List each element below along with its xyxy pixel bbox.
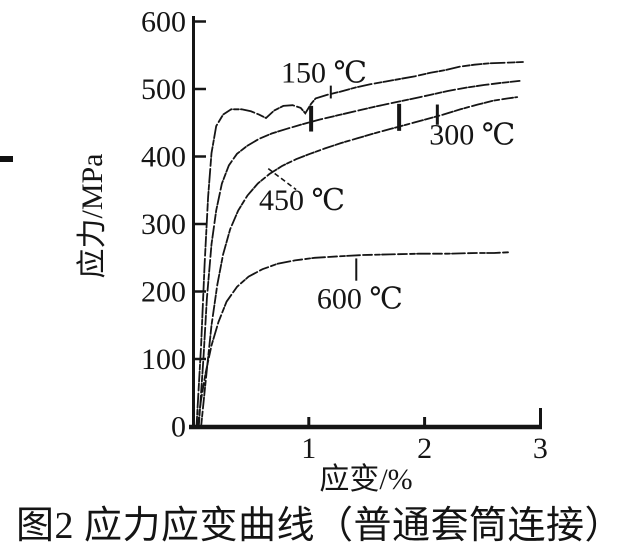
curve-600c-label: 600 ℃ (317, 282, 403, 315)
x-tick-label-3: 3 (533, 432, 548, 465)
y-axis-title: 应力/MPa (76, 153, 109, 278)
y-tick-label-0: 0 (171, 411, 186, 444)
y-tick-label-400: 400 (141, 141, 186, 174)
leader-450c (267, 168, 297, 191)
curve-300c (197, 80, 521, 428)
x-tick-label-1: 1 (301, 432, 316, 465)
curve-600c (196, 251, 509, 428)
figure-caption: 图2 应力应变曲线（普通套筒连接） (15, 505, 623, 547)
curve-450c (200, 96, 519, 428)
margin-mark (0, 156, 13, 162)
curve-150c-label: 150 ℃ (281, 56, 367, 89)
y-tick-label-500: 500 (141, 73, 186, 106)
curve-450c-label: 450 ℃ (259, 184, 345, 217)
x-axis-title: 应变/% (319, 463, 412, 496)
y-tick-label-300: 300 (141, 208, 186, 241)
y-tick-label-200: 200 (141, 276, 186, 309)
curve-150c (195, 61, 524, 428)
x-tick-label-2: 2 (417, 432, 432, 465)
y-tick-label-600: 600 (141, 6, 186, 39)
curve-300c-label: 300 ℃ (429, 118, 515, 151)
y-tick-label-100: 100 (141, 343, 186, 376)
